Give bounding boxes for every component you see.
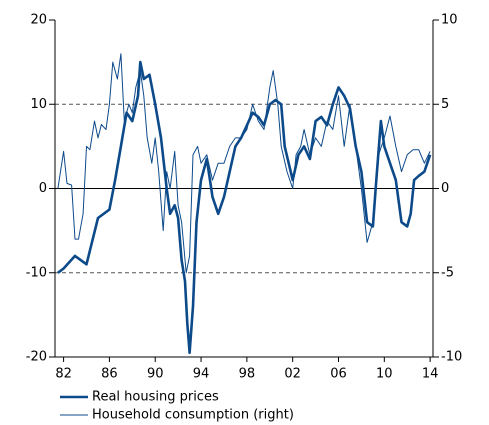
y2-tick-label: -5	[441, 265, 454, 280]
legend-label: Real housing prices	[92, 390, 219, 405]
y2-tick-label: 0	[441, 181, 449, 196]
x-tick-label: 10	[376, 367, 393, 382]
y-tick-label: -10	[26, 265, 47, 280]
y-tick-label: 10	[30, 97, 47, 112]
x-tick-label: 86	[101, 367, 118, 382]
x-tick-label: 98	[239, 367, 256, 382]
x-tick-label: 06	[330, 367, 347, 382]
y2-tick-label: 5	[441, 97, 449, 112]
x-tick-label: 14	[422, 367, 439, 382]
y2-tick-label: 10	[441, 13, 458, 28]
x-tick-label: 82	[55, 367, 72, 382]
legend-label: Household consumption (right)	[92, 408, 294, 423]
series-line	[57, 53, 431, 274]
x-tick-label: 90	[147, 367, 164, 382]
x-tick-label: 02	[284, 367, 301, 382]
x-tick-label: 94	[193, 367, 210, 382]
y-tick-label: -20	[26, 350, 47, 365]
y-tick-label: 20	[30, 13, 47, 28]
y2-tick-label: -10	[441, 350, 462, 365]
y-tick-label: 0	[39, 181, 47, 196]
